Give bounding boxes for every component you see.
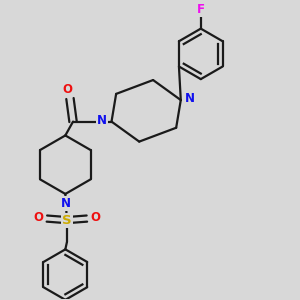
Text: N: N [97,114,107,127]
Text: O: O [91,212,100,224]
Text: F: F [197,3,205,16]
Text: O: O [33,212,43,224]
Text: O: O [62,83,73,96]
Text: N: N [61,197,71,210]
Text: N: N [185,92,195,105]
Text: S: S [62,214,72,226]
